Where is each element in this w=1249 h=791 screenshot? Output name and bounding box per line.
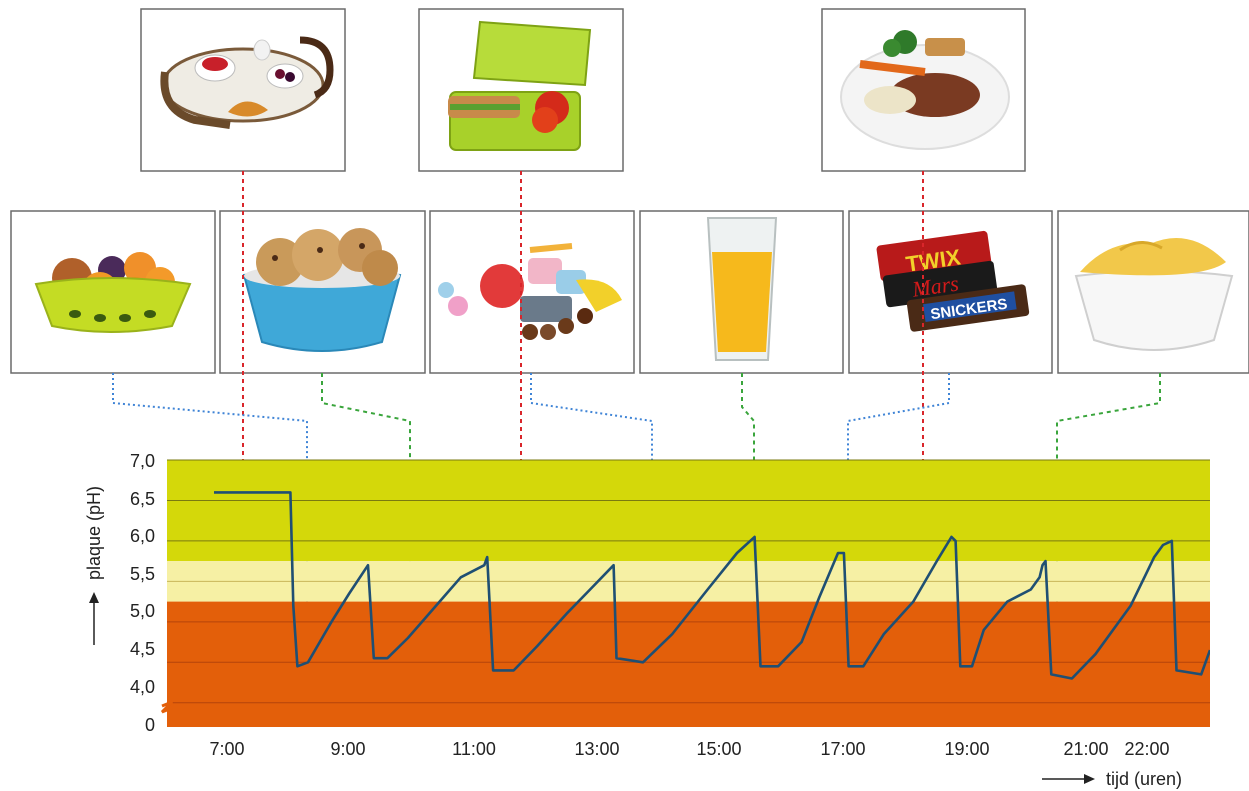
y-tick-label: 6,5 (130, 489, 155, 509)
x-tick-label: 19:00 (944, 739, 989, 759)
food-image-fruit-bowl (10, 210, 216, 374)
y-tick-label: 4,5 (130, 639, 155, 659)
y-tick-label: 7,0 (130, 451, 155, 471)
ph-curve (214, 491, 1210, 680)
y-tick-label: 4,0 (130, 677, 155, 697)
food-image-chocolate-bars: TWIX Mars SNICKERS (848, 210, 1053, 374)
connector-blue-fruit (112, 373, 308, 727)
axis-break (160, 700, 174, 714)
y-tick-label: 6,0 (130, 526, 155, 546)
food-image-dinner-plate (821, 8, 1026, 172)
food-image-breakfast-tray (140, 8, 346, 172)
ph-band-0 (167, 460, 1210, 562)
x-tick-label: 7:00 (209, 739, 244, 759)
y-axis-arrowhead (89, 592, 99, 603)
x-axis-arrowhead (1084, 774, 1095, 784)
x-tick-label: 15:00 (696, 739, 741, 759)
food-image-chips-bowl (1057, 210, 1249, 374)
y-tick-label: 5,0 (130, 601, 155, 621)
connector-green-chips (1056, 373, 1161, 727)
x-tick-label: 17:00 (820, 739, 865, 759)
x-tick-label: 21:00 (1063, 739, 1108, 759)
x-tick-label: 11:00 (452, 739, 496, 759)
y-axis-title-group: plaque (pH) (84, 486, 104, 645)
y-tick-labels: 7,0 6,5 6,0 5,5 5,0 4,5 4,0 0 (130, 451, 155, 735)
x-tick-label: 22:00 (1124, 739, 1169, 759)
food-image-lunchbox (418, 8, 624, 172)
x-tick-label: 9:00 (330, 739, 365, 759)
food-image-cookies-bowl (219, 210, 426, 374)
x-axis-title-group: tijd (uren) (1042, 769, 1182, 789)
connector-green-juice (741, 373, 755, 727)
y-axis-title: plaque (pH) (84, 486, 104, 580)
x-tick-labels: 7:00 9:00 11:00 13:00 15:00 17:00 19:00 … (209, 739, 1169, 759)
y-tick-label: 5,5 (130, 564, 155, 584)
y-tick-label: 0 (145, 715, 155, 735)
food-image-orange-juice (639, 210, 844, 374)
x-axis-title: tijd (uren) (1106, 769, 1182, 789)
plot-area (167, 459, 1210, 727)
ph-band-2 (167, 601, 1210, 727)
food-image-candy (429, 210, 635, 374)
x-tick-label: 13:00 (574, 739, 619, 759)
